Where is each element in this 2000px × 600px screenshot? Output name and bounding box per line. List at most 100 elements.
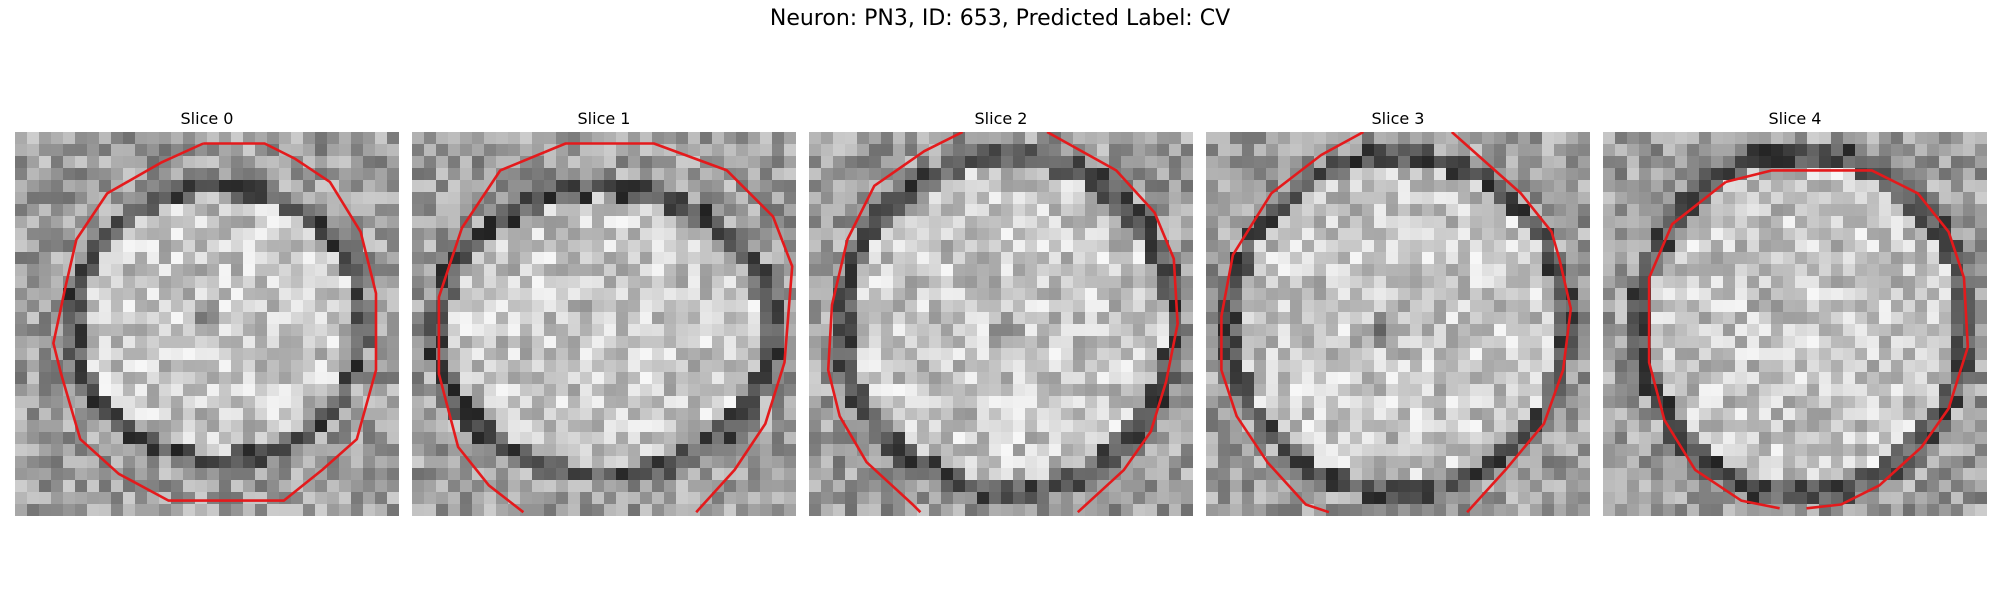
- pixel-cell: [267, 348, 280, 361]
- pixel-cell: [604, 312, 617, 325]
- pixel-cell: [1891, 240, 1904, 253]
- pixel-cell: [1169, 216, 1182, 229]
- pixel-cell: [1133, 300, 1146, 313]
- pixel-cell: [424, 396, 437, 409]
- pixel-cell: [616, 420, 629, 433]
- pixel-cell: [1001, 300, 1014, 313]
- pixel-cell: [135, 180, 148, 193]
- pixel-cell: [1374, 300, 1387, 313]
- pixel-cell: [339, 264, 352, 277]
- pixel-cell: [327, 168, 340, 181]
- pixel-cell: [652, 156, 665, 169]
- pixel-cell: [1687, 372, 1700, 385]
- pixel-cell: [1266, 264, 1279, 277]
- pixel-cell: [833, 372, 846, 385]
- pixel-cell: [724, 504, 737, 516]
- pixel-cell: [1458, 300, 1471, 313]
- pixel-cell: [159, 252, 172, 265]
- pixel-cell: [51, 432, 64, 445]
- pixel-cell: [1470, 492, 1483, 505]
- pixel-cell: [833, 492, 846, 505]
- pixel-cell: [460, 240, 473, 253]
- pixel-cell: [51, 192, 64, 205]
- pixel-cell: [1807, 384, 1820, 397]
- pixel-cell: [1603, 300, 1616, 313]
- pixel-cell: [664, 204, 677, 217]
- pixel-cell: [532, 372, 545, 385]
- pixel-cell: [339, 420, 352, 433]
- pixel-cell: [857, 504, 870, 516]
- pixel-cell: [1290, 372, 1303, 385]
- pixel-cell: [1747, 240, 1760, 253]
- pixel-cell: [231, 300, 244, 313]
- pixel-cell: [784, 420, 796, 433]
- pixel-cell: [1446, 312, 1459, 325]
- pixel-cell: [604, 192, 617, 205]
- pixel-cell: [1759, 216, 1772, 229]
- pixel-cell: [1530, 396, 1543, 409]
- pixel-cell: [929, 180, 942, 193]
- pixel-cell: [676, 396, 689, 409]
- pixel-cell: [243, 336, 256, 349]
- pixel-cell: [231, 264, 244, 277]
- pixel-cell: [1290, 324, 1303, 337]
- pixel-cell: [15, 204, 28, 217]
- pixel-cell: [869, 504, 882, 516]
- pixel-cell: [375, 504, 388, 516]
- pixel-cell: [1145, 468, 1158, 481]
- pixel-cell: [1266, 228, 1279, 241]
- pixel-cell: [1699, 348, 1712, 361]
- pixel-cell: [1254, 180, 1267, 193]
- pixel-cell: [1723, 204, 1736, 217]
- pixel-cell: [1482, 432, 1495, 445]
- pixel-cell: [243, 384, 256, 397]
- pixel-cell: [1975, 324, 1987, 337]
- pixel-cell: [1494, 180, 1507, 193]
- pixel-cell: [1434, 132, 1447, 145]
- pixel-cell: [953, 432, 966, 445]
- pixel-cell: [1338, 252, 1351, 265]
- pixel-cell: [111, 492, 124, 505]
- pixel-cell: [965, 300, 978, 313]
- pixel-cell: [448, 384, 461, 397]
- pixel-cell: [664, 324, 677, 337]
- pixel-cell: [1747, 252, 1760, 265]
- pixel-cell: [424, 444, 437, 457]
- pixel-cell: [1314, 252, 1327, 265]
- pixel-cell: [472, 480, 485, 493]
- pixel-cell: [1049, 216, 1062, 229]
- pixel-cell: [1687, 300, 1700, 313]
- pixel-cell: [809, 300, 822, 313]
- pixel-cell: [1915, 372, 1928, 385]
- pixel-cell: [1338, 384, 1351, 397]
- pixel-cell: [279, 216, 292, 229]
- pixel-cell: [1326, 384, 1339, 397]
- pixel-cell: [712, 240, 725, 253]
- pixel-cell: [1386, 420, 1399, 433]
- pixel-cell: [303, 300, 316, 313]
- pixel-cell: [953, 252, 966, 265]
- pixel-cell: [1639, 420, 1652, 433]
- pixel-cell: [315, 384, 328, 397]
- pixel-cell: [1494, 288, 1507, 301]
- pixel-cell: [1338, 240, 1351, 253]
- pixel-cell: [1735, 204, 1748, 217]
- pixel-cell: [1338, 192, 1351, 205]
- pixel-cell: [1422, 264, 1435, 277]
- pixel-cell: [736, 492, 749, 505]
- pixel-cell: [1061, 312, 1074, 325]
- pixel-cell: [1566, 480, 1579, 493]
- pixel-cell: [736, 372, 749, 385]
- pixel-cell: [183, 156, 196, 169]
- pixel-cell: [1073, 336, 1086, 349]
- pixel-cell: [1759, 276, 1772, 289]
- pixel-cell: [375, 492, 388, 505]
- pixel-cell: [135, 264, 148, 277]
- pixel-cell: [760, 504, 773, 516]
- pixel-cell: [736, 288, 749, 301]
- pixel-cell: [1025, 228, 1038, 241]
- pixel-cell: [1025, 360, 1038, 373]
- pixel-cell: [1723, 312, 1736, 325]
- pixel-cell: [1687, 444, 1700, 457]
- pixel-cell: [676, 300, 689, 313]
